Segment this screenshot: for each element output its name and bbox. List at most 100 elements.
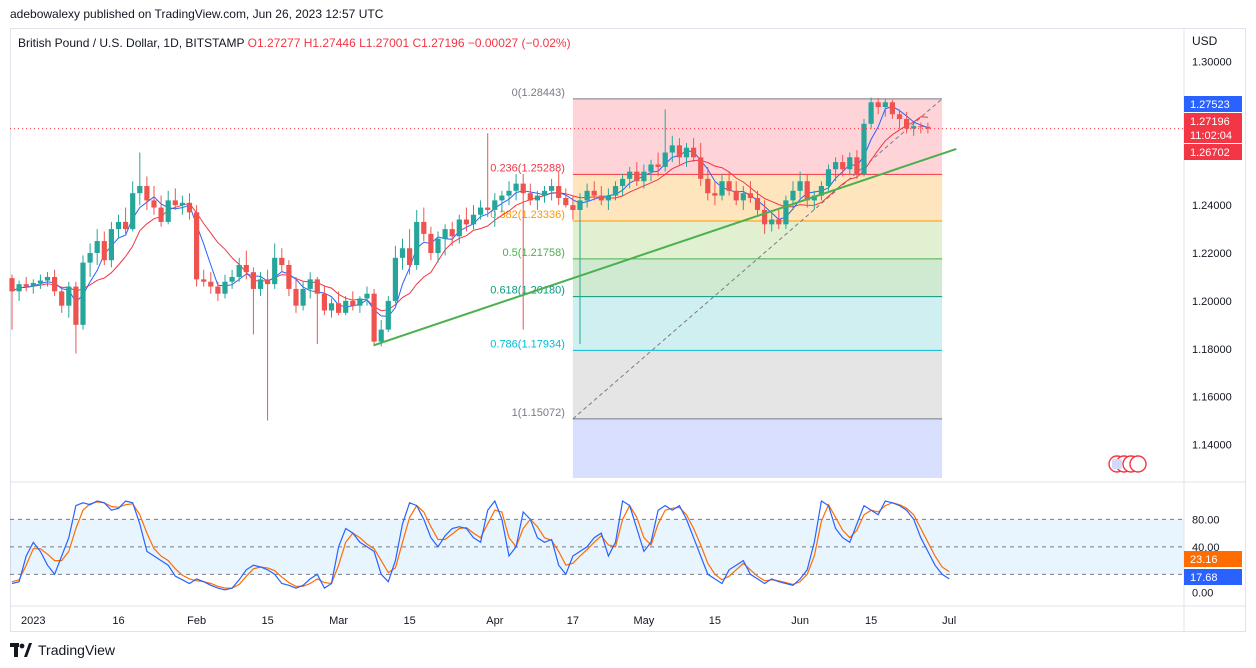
fib-level-label: 0(1.28443) (512, 87, 565, 99)
candle (279, 248, 285, 273)
candle (485, 133, 491, 218)
candle (456, 214, 462, 244)
candle-body (747, 193, 753, 198)
candle-body (882, 102, 888, 108)
candle (392, 245, 398, 304)
candle-body (172, 200, 178, 206)
candle (144, 176, 150, 210)
stoch-tick-label: 40.00 (1192, 542, 1220, 554)
candle (463, 207, 469, 232)
trend-line (373, 147, 957, 347)
candle-body (634, 171, 640, 182)
candle-body (279, 257, 285, 265)
candle (30, 279, 36, 294)
candle (421, 207, 427, 242)
price-tick-label: 1.22000 (1192, 248, 1232, 260)
candle-body (847, 157, 853, 170)
candle-body (627, 171, 633, 179)
candle-body (293, 288, 299, 306)
time-tick-label: May (634, 615, 655, 627)
candle (804, 174, 810, 208)
legend-symbol: British Pound / U.S. Dollar, 1D, BITSTAM… (18, 36, 245, 50)
candle-body (165, 200, 171, 222)
candle-body (321, 293, 327, 311)
candle-body (683, 147, 690, 158)
candle-body (570, 205, 576, 210)
fib-zone (572, 221, 943, 259)
candle-body (101, 241, 107, 261)
candle-body (506, 190, 512, 196)
fib-level-label: 0.618(1.20180) (490, 285, 565, 297)
candle (321, 286, 327, 316)
candle (137, 152, 143, 206)
time-tick-label: 15 (709, 615, 721, 627)
fib-zone (572, 418, 943, 478)
candle-body (556, 186, 562, 198)
candle-body (790, 190, 796, 201)
candle (115, 214, 122, 239)
candle (612, 181, 619, 201)
candle (840, 154, 846, 177)
time-tick-label: Apr (486, 615, 503, 627)
candle-body (385, 300, 391, 330)
chart-legend: British Pound / U.S. Dollar, 1D, BITSTAM… (18, 36, 571, 50)
candle-body (357, 298, 363, 306)
candle (818, 181, 824, 201)
price-tick-label: 1.18000 (1192, 344, 1232, 356)
ma-fast-line (11, 105, 929, 318)
candle (825, 164, 832, 191)
candle (243, 250, 249, 280)
time-tick-label: Jul (942, 615, 956, 627)
candle-body (399, 248, 406, 258)
candle-body (811, 195, 817, 201)
candle (605, 188, 611, 210)
fib-zone (572, 350, 943, 419)
candle-body (272, 257, 278, 285)
candle (172, 188, 178, 210)
price-pane: 0(1.28443) 0.236(1.25288) 0.382(1.23336) 0.… (9, 87, 1184, 478)
candle-body (194, 212, 200, 280)
candle-body (307, 279, 313, 289)
candle (492, 193, 498, 227)
candle (513, 174, 519, 201)
candle (691, 138, 697, 163)
candle (265, 269, 271, 421)
candle (726, 171, 732, 196)
candle (385, 296, 391, 333)
candle-body (804, 181, 810, 201)
stoch-tick-label: 80.00 (1192, 514, 1220, 526)
candle (108, 221, 114, 268)
fib-level-label: 0.236(1.25288) (490, 162, 565, 174)
currency-label[interactable]: USD (1192, 34, 1218, 48)
candle (712, 181, 718, 206)
candle (201, 269, 207, 287)
price-tick-label: 1.20000 (1192, 296, 1232, 308)
candle-body (265, 279, 271, 285)
candle (307, 272, 313, 299)
candle-body (52, 276, 58, 292)
tradingview-logo[interactable]: TradingView (10, 642, 115, 658)
candle-body (769, 219, 775, 225)
candle-body (286, 265, 292, 289)
price-badge-label: 1.26702 (1190, 147, 1230, 159)
candle (598, 186, 604, 206)
candle (23, 276, 29, 292)
price-tick-label: 1.16000 (1192, 392, 1232, 404)
candle (783, 195, 789, 230)
candle-body (776, 219, 782, 225)
stochastic-pane (10, 499, 1184, 591)
price-tick-label: 1.30000 (1192, 57, 1232, 69)
time-tick-label: 15 (865, 615, 877, 627)
candle (179, 195, 185, 215)
candle-body (9, 278, 15, 292)
candle-body (73, 286, 79, 325)
candle (428, 226, 434, 261)
candle (669, 135, 675, 163)
candle-body (612, 186, 619, 196)
candle (861, 119, 867, 177)
candle (87, 243, 93, 277)
candle-body (840, 162, 846, 170)
candle-body (179, 202, 185, 206)
candle-body (30, 282, 36, 287)
